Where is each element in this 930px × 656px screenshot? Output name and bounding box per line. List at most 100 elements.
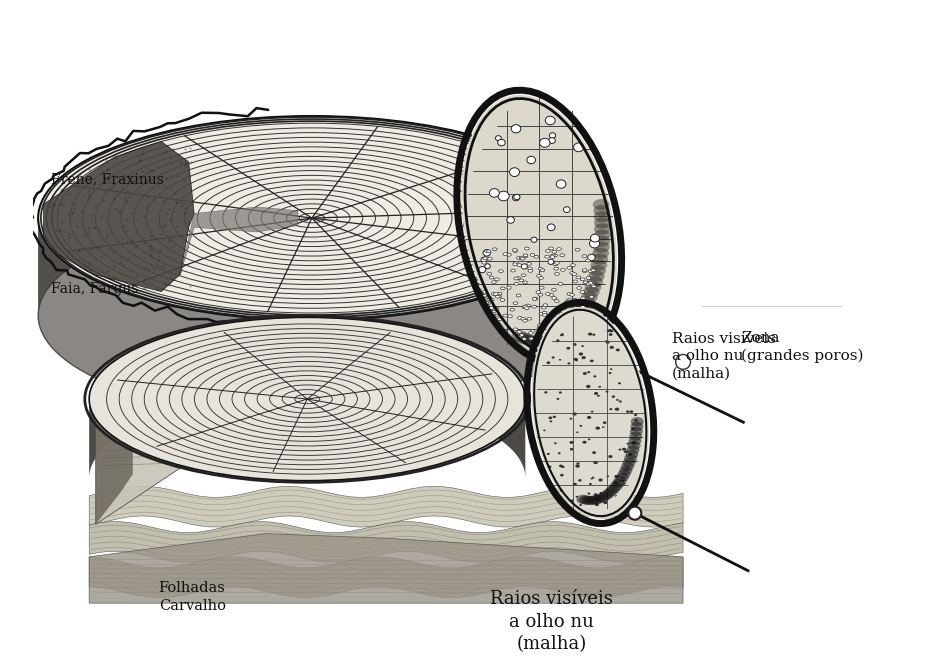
- Ellipse shape: [517, 256, 522, 259]
- Ellipse shape: [525, 304, 530, 307]
- Ellipse shape: [530, 330, 535, 333]
- Ellipse shape: [566, 347, 570, 350]
- Ellipse shape: [583, 372, 587, 375]
- Ellipse shape: [550, 256, 554, 258]
- Ellipse shape: [494, 293, 498, 295]
- Ellipse shape: [537, 274, 541, 277]
- Ellipse shape: [561, 268, 565, 272]
- Ellipse shape: [544, 391, 548, 394]
- Ellipse shape: [572, 309, 589, 320]
- Ellipse shape: [600, 492, 603, 494]
- Ellipse shape: [598, 386, 601, 388]
- Ellipse shape: [570, 499, 574, 502]
- Ellipse shape: [517, 316, 522, 319]
- Ellipse shape: [496, 295, 500, 298]
- Ellipse shape: [572, 298, 577, 301]
- Ellipse shape: [523, 305, 527, 308]
- Ellipse shape: [604, 487, 618, 496]
- Circle shape: [629, 506, 642, 520]
- Ellipse shape: [560, 321, 565, 324]
- Ellipse shape: [595, 426, 600, 430]
- Ellipse shape: [551, 330, 568, 341]
- Ellipse shape: [571, 264, 576, 266]
- Ellipse shape: [582, 441, 587, 443]
- Ellipse shape: [586, 300, 591, 303]
- Ellipse shape: [559, 312, 564, 315]
- Ellipse shape: [547, 361, 551, 364]
- Ellipse shape: [508, 315, 512, 318]
- Ellipse shape: [536, 291, 540, 293]
- Ellipse shape: [489, 189, 499, 197]
- Ellipse shape: [500, 298, 505, 301]
- Ellipse shape: [575, 312, 579, 314]
- Ellipse shape: [482, 261, 486, 264]
- Ellipse shape: [571, 323, 576, 325]
- Ellipse shape: [496, 136, 501, 140]
- Polygon shape: [89, 522, 683, 562]
- Ellipse shape: [588, 255, 595, 260]
- Ellipse shape: [566, 317, 583, 327]
- Ellipse shape: [628, 453, 632, 456]
- Ellipse shape: [573, 280, 578, 283]
- Ellipse shape: [592, 495, 605, 504]
- Ellipse shape: [497, 295, 501, 298]
- Ellipse shape: [558, 452, 561, 454]
- Ellipse shape: [538, 324, 542, 327]
- Ellipse shape: [609, 408, 613, 410]
- Polygon shape: [96, 325, 220, 524]
- Ellipse shape: [564, 207, 570, 213]
- Ellipse shape: [622, 458, 635, 467]
- Ellipse shape: [550, 339, 554, 342]
- Ellipse shape: [570, 308, 575, 310]
- Ellipse shape: [521, 318, 525, 320]
- Ellipse shape: [577, 300, 593, 312]
- Ellipse shape: [538, 268, 543, 270]
- Ellipse shape: [610, 368, 612, 370]
- Ellipse shape: [574, 143, 584, 152]
- Ellipse shape: [612, 479, 625, 488]
- Ellipse shape: [595, 493, 608, 502]
- Ellipse shape: [553, 326, 558, 329]
- Ellipse shape: [545, 116, 555, 125]
- Ellipse shape: [531, 237, 537, 242]
- Ellipse shape: [492, 310, 497, 314]
- Ellipse shape: [551, 289, 556, 291]
- Ellipse shape: [540, 269, 545, 272]
- Ellipse shape: [512, 249, 517, 251]
- Ellipse shape: [592, 247, 609, 258]
- Ellipse shape: [527, 156, 536, 164]
- Ellipse shape: [593, 211, 610, 222]
- Ellipse shape: [525, 336, 541, 347]
- Ellipse shape: [531, 307, 649, 519]
- Ellipse shape: [604, 501, 607, 504]
- Ellipse shape: [597, 395, 600, 397]
- Ellipse shape: [591, 478, 593, 480]
- Ellipse shape: [538, 277, 543, 279]
- Ellipse shape: [492, 281, 497, 283]
- Ellipse shape: [566, 299, 571, 302]
- Ellipse shape: [621, 480, 625, 482]
- Polygon shape: [44, 142, 194, 291]
- Ellipse shape: [486, 250, 491, 253]
- Ellipse shape: [549, 417, 552, 419]
- Ellipse shape: [562, 331, 566, 333]
- Ellipse shape: [588, 438, 591, 440]
- Ellipse shape: [498, 292, 502, 295]
- Ellipse shape: [555, 272, 560, 276]
- Ellipse shape: [556, 180, 566, 188]
- Ellipse shape: [528, 331, 533, 335]
- Ellipse shape: [580, 306, 585, 308]
- Ellipse shape: [552, 416, 556, 418]
- Ellipse shape: [525, 247, 529, 250]
- Ellipse shape: [552, 254, 557, 257]
- Ellipse shape: [583, 281, 588, 284]
- Ellipse shape: [581, 306, 586, 308]
- Ellipse shape: [532, 305, 537, 308]
- Ellipse shape: [577, 312, 581, 315]
- Ellipse shape: [586, 283, 591, 285]
- Ellipse shape: [507, 216, 514, 223]
- Ellipse shape: [503, 253, 508, 255]
- Ellipse shape: [570, 448, 574, 451]
- Ellipse shape: [517, 336, 522, 338]
- Ellipse shape: [489, 298, 494, 301]
